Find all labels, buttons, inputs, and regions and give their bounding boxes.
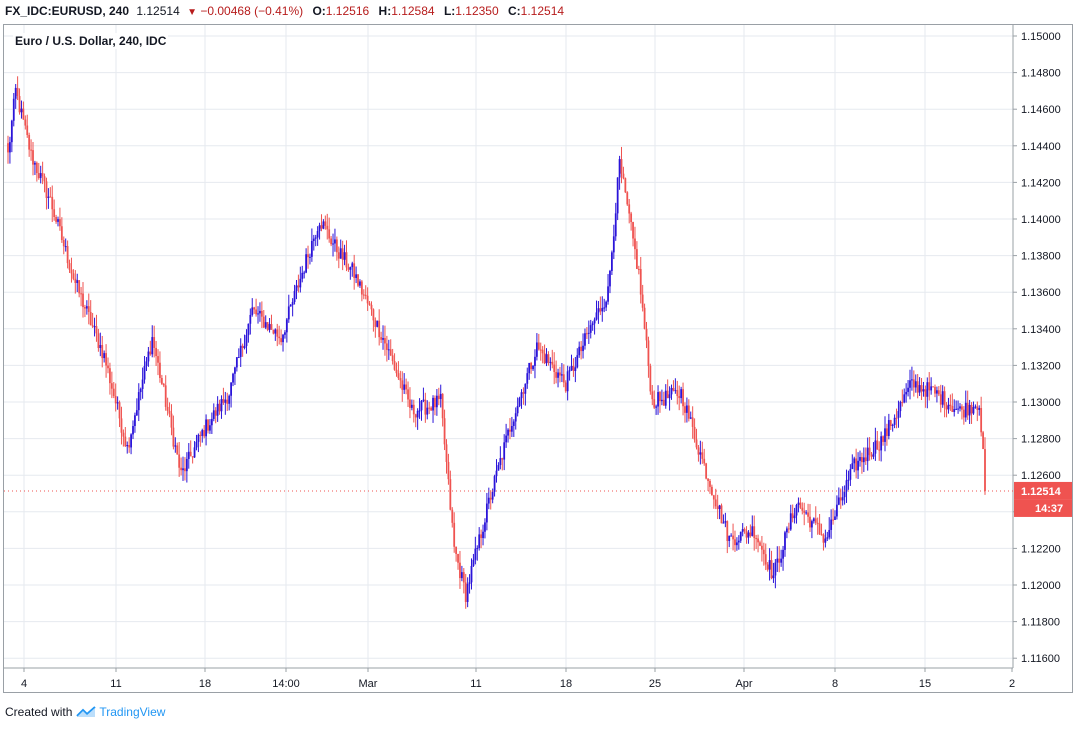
symbol-header: FX_IDC:EURUSD, 240 1.12514 ▼ −0.00468 (−…: [0, 0, 1078, 22]
high-label: H:: [378, 4, 392, 18]
high-value: 1.12584: [391, 4, 435, 18]
close-value: 1.12514: [520, 4, 565, 18]
open-label: O:: [312, 4, 326, 18]
chart-frame: [3, 24, 1073, 693]
open-value: 1.12516: [325, 4, 370, 18]
symbol-name[interactable]: FX_IDC:EURUSD, 240: [5, 4, 130, 18]
created-with-label: Created with: [5, 705, 73, 719]
last-price: 1.12514: [136, 4, 180, 18]
price-change: −0.00468 (−0.41%): [200, 4, 304, 18]
tradingview-logo-icon: [76, 706, 97, 717]
chart-title: Euro / U.S. Dollar, 240, IDC: [13, 33, 169, 49]
tradingview-link[interactable]: TradingView: [99, 705, 166, 719]
down-arrow-icon: ▼: [187, 7, 198, 18]
low-label: L:: [443, 4, 456, 18]
close-label: C:: [508, 4, 521, 18]
footer: Created with TradingView: [5, 705, 165, 719]
low-value: 1.12350: [455, 4, 499, 18]
